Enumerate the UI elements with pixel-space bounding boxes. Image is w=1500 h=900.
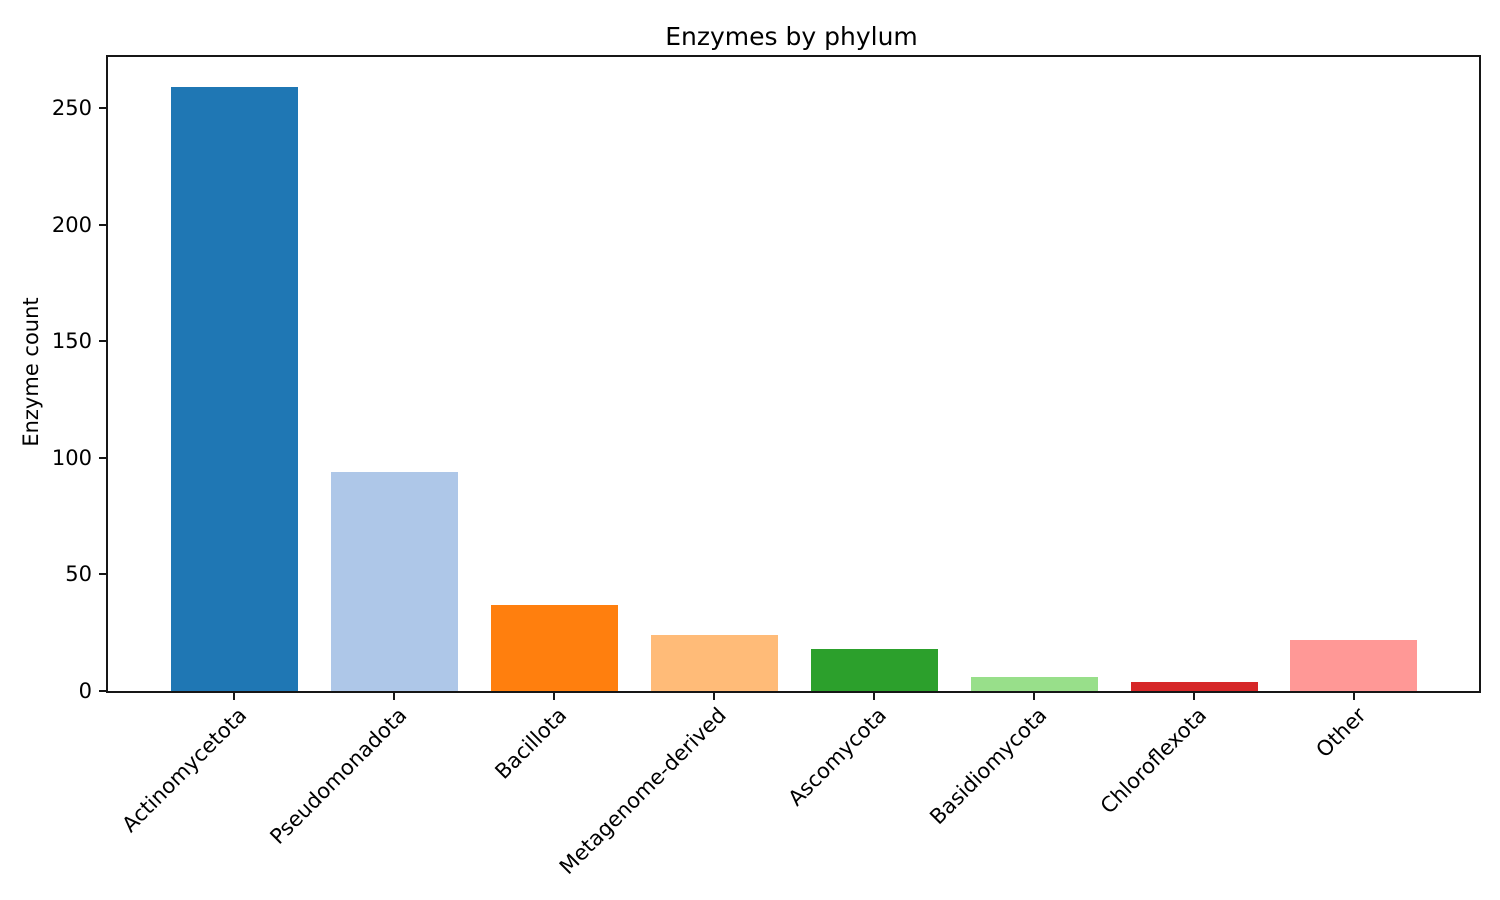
y-tick-mark [99,456,106,459]
bar-bacillota [490,604,618,691]
x-tick-label-actinomycetota: Actinomycetota [117,703,251,837]
bar-other [1290,639,1418,691]
x-tick-mark [553,693,555,700]
y-tick-mark [99,223,106,226]
x-tick-mark [713,693,715,700]
x-tick-mark [1353,693,1355,700]
plot-area: 0 50 100 150 200 250 Actinomycetota Pseudomonad… [52,55,1481,879]
y-tick-mark [99,690,106,692]
x-tick-mark [393,693,395,700]
bar-metagenome-derived [650,635,778,691]
x-tick-label-chloroflexota: Chloroflexota [1095,703,1211,819]
chart-title: Enzymes by phylum [665,22,918,51]
x-tick-label-ascomycota: Ascomycota [783,703,891,811]
y-tick-label: 250 [51,96,92,121]
x-tick-mark [1033,693,1035,700]
bar-pseudomonadota [330,471,458,691]
y-tick-label: 50 [65,562,92,587]
x-tick-label-basidiomycota: Basidiomycota [924,703,1051,830]
bar-ascomycota [810,649,938,691]
x-tick-mark [232,693,235,700]
y-tick-label: 200 [51,212,92,237]
y-tick-mark [99,340,106,343]
x-tick-mark [1193,693,1195,700]
bar-basidiomycota [970,677,1098,691]
bar-actinomycetota [170,87,298,691]
y-tick-label: 0 [78,679,92,703]
x-tick-label-other: Other [1311,703,1371,763]
x-tick-label-metagenome-derived: Metagenome-derived [554,703,731,880]
y-tick-label: 100 [51,445,92,470]
y-tick-mark [99,573,106,576]
x-tick-label-bacillota: Bacillota [490,703,571,784]
bar-chloroflexota [1130,681,1258,691]
x-tick-label-pseudomonadota: Pseudomonadota [265,703,411,849]
y-axis-label: Enzyme count [19,297,43,447]
y-tick-mark [99,107,106,110]
x-tick-mark [873,693,875,700]
y-tick-label: 150 [51,329,92,354]
